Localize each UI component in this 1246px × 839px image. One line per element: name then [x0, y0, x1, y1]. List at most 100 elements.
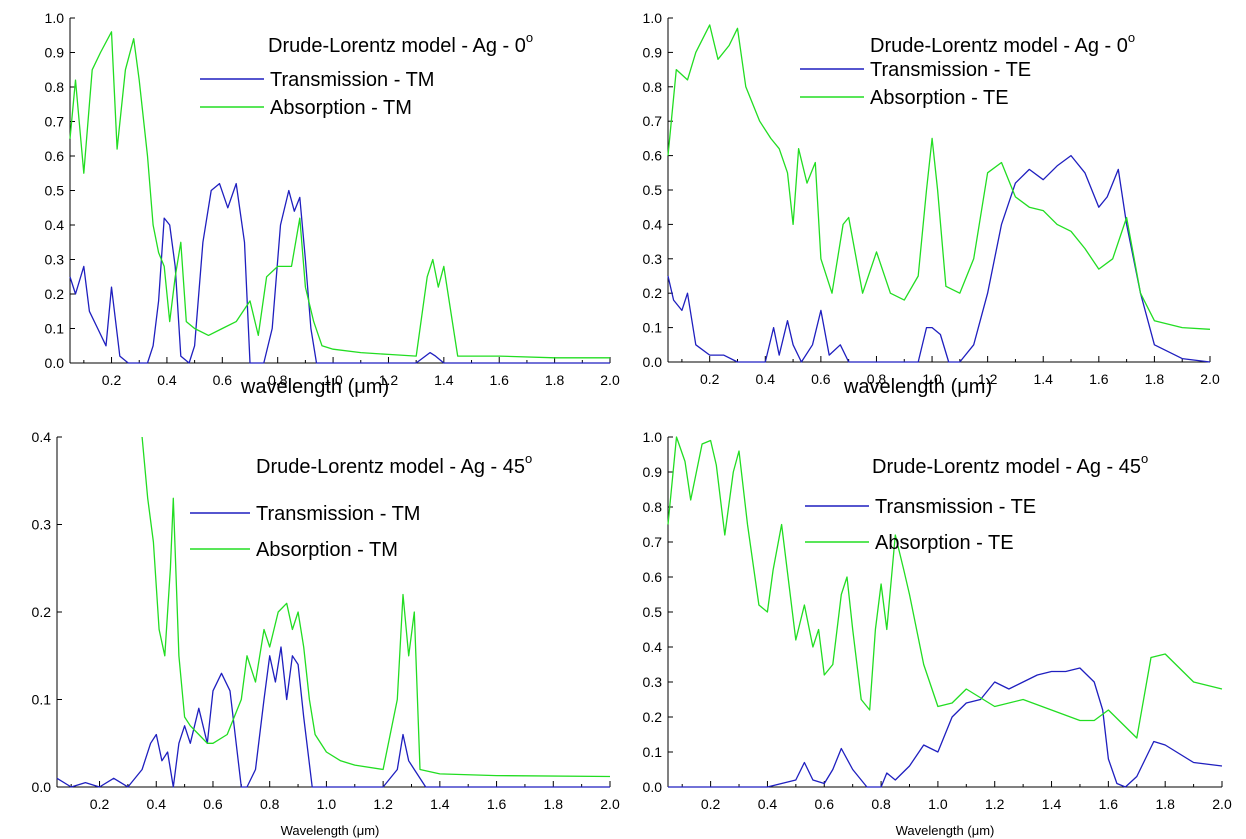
y-tick-label: 0.2 [643, 709, 663, 725]
x-tick-label: 0.6 [815, 796, 835, 812]
x-tick-label: 2.0 [600, 372, 620, 388]
y-tick-label: 0.3 [45, 252, 65, 268]
x-tick-label: 1.0 [922, 371, 942, 387]
x-tick-label: 1.2 [373, 796, 393, 812]
series-line-absorption [667, 24, 1211, 330]
legend-label: Absorption - TM [256, 539, 398, 561]
chart-panel-3: 0.0 0.1 0.2 0.3 0.4 0.2 0.4 0.6 0.8 1.0 1.2 1.4 1.6 1… [32, 429, 620, 838]
x-tick-label: 0.4 [756, 371, 776, 387]
x-tick-label: 0.4 [758, 796, 778, 812]
y-tick-label: 0.9 [45, 45, 65, 61]
y-tick-label: 0.0 [45, 355, 65, 371]
y-tick-label: 0.0 [32, 779, 52, 795]
y-tick-label: 0.3 [32, 517, 52, 533]
y-tick-label: 0.5 [643, 604, 663, 620]
x-tick-label: 0.6 [203, 796, 223, 812]
title-degree-superscript: o [525, 451, 532, 466]
title-degree-superscript: o [1141, 451, 1148, 466]
series-line-transmission [668, 667, 1223, 788]
y-tick-label: 0.5 [643, 182, 663, 198]
x-axis-label: wavelength (μm) [843, 376, 992, 398]
title-degree-superscript: o [526, 30, 533, 45]
x-tick-label: 1.4 [1033, 371, 1053, 387]
y-tick-label: 0.2 [643, 285, 663, 301]
y-tick-label: 0.1 [643, 744, 663, 760]
x-tick-label: 0.6 [213, 372, 233, 388]
x-tick-label: 1.0 [317, 796, 337, 812]
y-tick-label: 0.2 [45, 286, 65, 302]
x-tick-label: 1.2 [985, 796, 1005, 812]
chart-panel-2: 0.0 0.1 0.2 0.3 0.4 0.5 0.6 0.7 0.8 0.9 1.0 0.2 0.4 0… [643, 10, 1220, 398]
x-tick-label: 1.0 [928, 796, 948, 812]
x-tick-label: 0.8 [871, 796, 891, 812]
y-tick-label: 0.9 [643, 464, 663, 480]
legend-label: Transmission - TM [270, 69, 434, 91]
x-tick-label: 0.8 [867, 371, 887, 387]
x-tick-label: 1.6 [489, 372, 509, 388]
y-tick-label: 0.8 [643, 499, 663, 515]
x-tick-label: 0.8 [260, 796, 280, 812]
series-line-transmission [667, 154, 1211, 363]
series-line-transmission [56, 646, 610, 788]
chart-title: Drude-Lorentz model - Ag - 0o [870, 30, 1135, 57]
x-tick-label: 0.8 [268, 372, 288, 388]
y-tick-label: 0.2 [32, 604, 52, 620]
x-tick-label: 1.6 [1099, 796, 1119, 812]
x-tick-label: 0.6 [811, 371, 831, 387]
x-tick-label: 1.0 [323, 372, 343, 388]
y-tick-label: 0.6 [643, 148, 663, 164]
y-tick-label: 0.4 [643, 216, 663, 232]
x-tick-label: 1.8 [1155, 796, 1175, 812]
y-tick-label: 0.0 [643, 354, 663, 370]
x-tick-label: 1.8 [544, 796, 564, 812]
y-tick-label: 0.1 [643, 320, 663, 336]
legend-label: Absorption - TE [875, 532, 1014, 554]
x-tick-label: 1.4 [434, 372, 454, 388]
x-axis-label: wavelength (μm) [240, 376, 389, 398]
y-tick-label: 0.4 [643, 639, 663, 655]
y-tick-label: 0.3 [643, 674, 663, 690]
x-tick-label: 1.2 [379, 372, 399, 388]
y-tick-label: 0.1 [45, 321, 65, 337]
y-tick-label: 0.5 [45, 183, 65, 199]
y-tick-label: 0.4 [45, 217, 65, 233]
x-axis-label: Wavelength (μm) [281, 823, 380, 838]
y-tick-label: 0.4 [32, 429, 52, 445]
x-tick-label: 0.4 [157, 372, 177, 388]
x-tick-label: 0.2 [700, 371, 720, 387]
x-tick-label: 2.0 [600, 796, 620, 812]
series-line-transmission [69, 182, 610, 364]
chart-title: Drude-Lorentz model - Ag - 45o [872, 451, 1148, 478]
y-tick-label: 0.7 [45, 114, 65, 130]
title-degree-superscript: o [1128, 30, 1135, 45]
y-tick-label: 0.8 [643, 79, 663, 95]
legend-label: Absorption - TM [270, 97, 412, 119]
series-line-absorption [69, 31, 610, 359]
x-tick-label: 1.6 [487, 796, 507, 812]
y-tick-label: 1.0 [45, 10, 65, 26]
legend-label: Transmission - TM [256, 503, 420, 525]
x-axis-label: Wavelength (μm) [896, 823, 995, 838]
series-line-absorption [667, 436, 1223, 739]
y-tick-label: 0.7 [643, 113, 663, 129]
y-tick-label: 0.1 [32, 692, 52, 708]
x-tick-label: 2.0 [1200, 371, 1220, 387]
y-tick-label: 0.6 [45, 148, 65, 164]
y-tick-label: 0.6 [643, 569, 663, 585]
y-tick-label: 1.0 [643, 10, 663, 26]
y-tick-label: 0.0 [643, 779, 663, 795]
x-tick-label: 1.4 [430, 796, 450, 812]
legend-label: Transmission - TE [875, 496, 1036, 518]
y-tick-label: 0.8 [45, 79, 65, 95]
y-tick-label: 1.0 [643, 429, 663, 445]
x-tick-label: 1.8 [1145, 371, 1165, 387]
chart-panel-1: 0.0 0.1 0.2 0.3 0.4 0.5 0.6 0.7 0.8 0.9 1.0 0.2 0.4 0… [45, 10, 620, 398]
chart-title: Drude-Lorentz model - Ag - 45o [256, 451, 532, 478]
chart-title: Drude-Lorentz model - Ag - 0o [268, 30, 533, 57]
x-tick-label: 0.2 [102, 372, 122, 388]
x-tick-label: 1.2 [978, 371, 998, 387]
x-tick-label: 1.8 [545, 372, 565, 388]
series-line-absorption [141, 436, 611, 778]
x-tick-label: 0.2 [90, 796, 110, 812]
